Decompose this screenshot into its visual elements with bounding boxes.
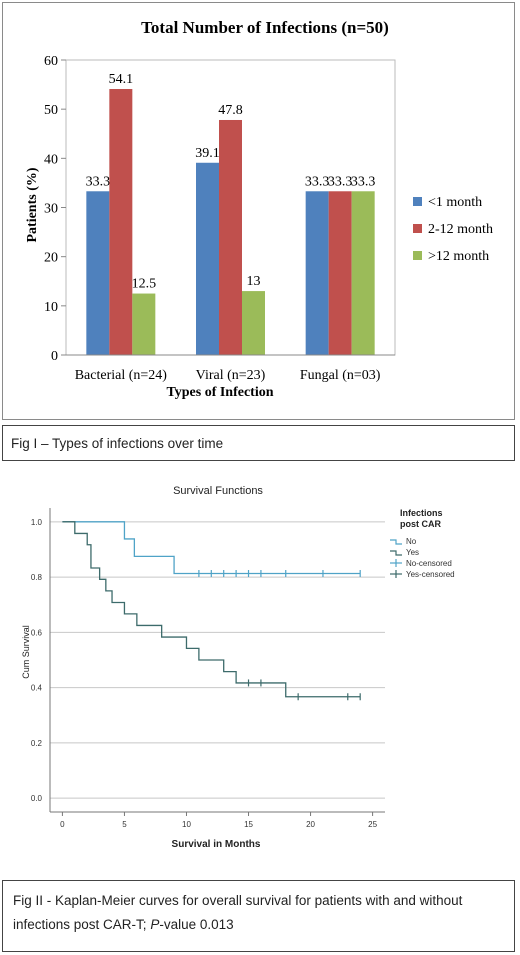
legend-label: No: [406, 537, 417, 546]
y-tick-label: 0.4: [31, 684, 43, 693]
bar: [219, 119, 242, 355]
figure-1-caption: Fig I – Types of infections over time: [2, 425, 515, 461]
legend-label: Yes: [406, 548, 419, 557]
chart-title: Survival Functions: [173, 485, 263, 497]
data-label: 33.3: [351, 174, 376, 189]
data-label: 39.1: [195, 146, 220, 161]
legend-label: <1 month: [428, 195, 482, 210]
x-tick-label: 0: [60, 820, 65, 829]
x-tick-label: 20: [306, 820, 315, 829]
x-tick-label: Bacterial (n=24): [75, 368, 168, 383]
survival-curve: [62, 521, 361, 575]
data-label: 54.1: [109, 72, 134, 87]
y-tick-label: 40: [44, 152, 58, 167]
y-tick-label: 20: [44, 251, 58, 266]
bar: [196, 162, 219, 355]
data-label: 12.5: [132, 277, 157, 292]
figure-1-panel: Total Number of Infections (n=50) Patien…: [2, 2, 515, 420]
data-label: 33.3: [86, 174, 111, 189]
legend-swatch: [413, 251, 422, 260]
data-label: 33.3: [328, 174, 353, 189]
legend: <1 month 2-12 month >12 month: [413, 195, 493, 264]
p-value-text: -value 0.013: [159, 917, 234, 932]
bar: [109, 89, 133, 355]
legend-swatch: [413, 224, 422, 233]
legend-swatch: [390, 550, 402, 556]
x-tick-label: 5: [122, 820, 127, 829]
x-axis-label: Types of Infection: [166, 385, 273, 400]
figure-2-caption: Fig II - Kaplan-Meier curves for overall…: [2, 880, 515, 952]
survival-chart: Survival Functions Cum Survival Survival…: [21, 485, 455, 850]
bar: [305, 191, 329, 355]
survival-curve: [62, 521, 361, 698]
plot-area: 0.0 0.2 0.4 0.6 0.8 1.0 0 5 10 15 20 25: [31, 508, 385, 829]
y-axis-label: Patients (%): [25, 167, 40, 242]
legend-swatch: [390, 539, 402, 545]
legend-label: No-censored: [406, 559, 452, 568]
x-tick-label: Fungal (n=03): [300, 368, 381, 383]
x-tick-label: 25: [368, 820, 377, 829]
bar: [86, 191, 110, 355]
data-label: 33.3: [305, 174, 330, 189]
bar: [132, 293, 156, 355]
y-axis-label: Cum Survival: [21, 625, 31, 679]
y-tick-label: 50: [44, 103, 58, 118]
chart-title: Total Number of Infections (n=50): [141, 18, 389, 37]
bar: [242, 291, 265, 355]
x-axis-label: Survival in Months: [172, 839, 261, 850]
figure-2-caption-text: Fig II - Kaplan-Meier curves for overall…: [13, 893, 463, 932]
y-tick-label: 0.6: [31, 628, 43, 637]
y-tick-label: 0.0: [31, 794, 43, 803]
y-tick-label: 0.8: [31, 573, 43, 582]
data-label: 47.8: [218, 103, 243, 118]
y-tick-label: 0: [51, 349, 58, 364]
x-tick-label: Viral (n=23): [196, 368, 266, 383]
bar: [328, 191, 352, 355]
legend-title: post CAR: [400, 519, 441, 529]
y-tick-label: 30: [44, 202, 58, 217]
y-tick-label: 1.0: [31, 518, 43, 527]
legend-label: 2-12 month: [428, 222, 493, 237]
bar: [351, 191, 375, 355]
data-label: 13: [247, 274, 261, 289]
plot-area: 0 10 20 30 40 50 60 Bacterial (n=24) 33.3 54.1 12.…: [44, 54, 396, 383]
y-tick-label: 60: [44, 54, 58, 69]
x-tick-label: 15: [244, 820, 253, 829]
bar-chart: Total Number of Infections (n=50) Patien…: [25, 18, 493, 400]
y-tick-label: 10: [44, 300, 58, 315]
legend-label: >12 month: [428, 249, 489, 264]
legend-label: Yes-censored: [406, 570, 455, 579]
figure-1-caption-text: Fig I – Types of infections over time: [11, 435, 224, 451]
x-tick-label: 10: [182, 820, 191, 829]
legend-swatch: [413, 197, 422, 206]
y-tick-label: 0.2: [31, 739, 43, 748]
legend-title: Infections: [400, 508, 443, 518]
p-symbol: P: [150, 917, 160, 932]
